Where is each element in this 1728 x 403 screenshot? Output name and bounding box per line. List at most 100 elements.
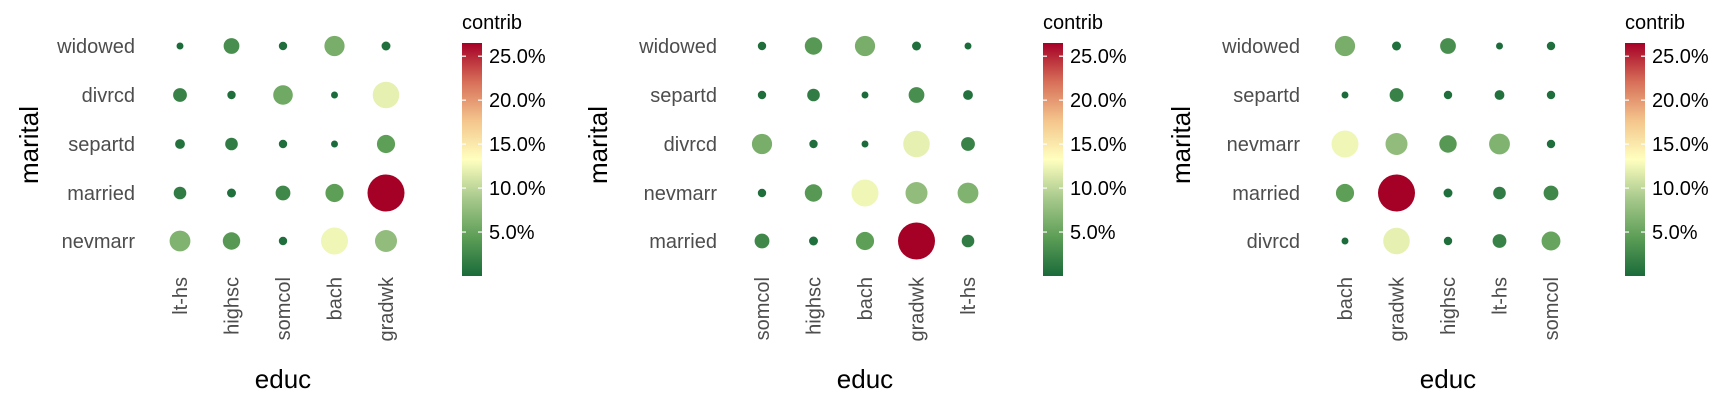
bubble-highsc-nevmarr (1439, 135, 1457, 153)
legend-title: contrib (1043, 12, 1103, 34)
legend-label: 25.0% (1070, 46, 1127, 68)
legend-colorbar (1625, 43, 1645, 276)
bubble-highsc-nevmarr (804, 184, 823, 202)
x-axis-title: educ (255, 364, 311, 394)
bubble-highsc-married (1443, 188, 1453, 198)
legend-label: 20.0% (1070, 90, 1127, 112)
bubble-somcol-married (1543, 185, 1559, 201)
x-tick-label: gradwk (1387, 276, 1409, 341)
bubble-somcol-nevmarr (757, 188, 767, 198)
legend-label: 5.0% (489, 222, 535, 244)
y-tick-label: widowed (56, 36, 135, 58)
x-tick-label: gradwk (907, 276, 929, 341)
panel-1: widowed divrcd separtd married nevmarr lt-hs h… (14, 12, 546, 394)
bubble-gradwk-divrcd (903, 130, 930, 158)
bubble-gradwk-separtd (908, 87, 925, 103)
bubble-lt-hs-divrcd (961, 137, 975, 151)
bubble-gradwk-widowed (912, 41, 921, 51)
x-tick-label: lt-hs (958, 277, 980, 315)
bubble-bach-nevmarr (1331, 130, 1359, 158)
bubble-somcol-separtd (278, 139, 288, 149)
bubble-gradwk-married (367, 174, 405, 212)
x-axis-title: educ (837, 364, 893, 394)
y-tick-label: divrcd (1247, 231, 1300, 253)
bubble-gradwk-married (1378, 174, 1415, 212)
bubble-gradwk-widowed (381, 41, 391, 51)
legend-colorbar (462, 43, 482, 276)
bubble-bach-nevmarr (851, 179, 879, 207)
bubble-gradwk-divrcd (372, 81, 400, 109)
bubble-gradwk-nevmarr (905, 181, 928, 205)
bubble-bach-divrcd (861, 140, 869, 148)
y-tick-label: nevmarr (62, 231, 136, 253)
legend-label: 15.0% (1070, 134, 1127, 156)
bubble-highsc-separtd (807, 88, 820, 102)
bubble-bach-widowed (1334, 35, 1356, 57)
legend-title: contrib (1625, 12, 1685, 34)
bubble-somcol-divrcd (1541, 231, 1561, 251)
y-axis-title: marital (1166, 106, 1196, 184)
legend-label: 15.0% (1652, 134, 1709, 156)
bubble-somcol-divrcd (751, 133, 773, 155)
bubble-somcol-nevmarr (1546, 139, 1556, 149)
legend-label: 10.0% (1652, 178, 1709, 200)
bubble-bach-divrcd (331, 91, 338, 99)
y-tick-label: nevmarr (1227, 134, 1301, 156)
bubble-highsc-married (809, 236, 818, 246)
y-tick-label: widowed (1221, 36, 1300, 58)
y-tick-label: separtd (1233, 85, 1300, 107)
x-tick-label: somcol (752, 277, 774, 340)
x-tick-label: highsc (804, 277, 826, 335)
bubble-lt-hs-married (1493, 186, 1506, 200)
x-tick-label: bach (855, 277, 877, 320)
bubble-highsc-widowed (804, 37, 823, 55)
legend-label: 15.0% (489, 134, 546, 156)
x-tick-label: bach (1335, 277, 1357, 320)
bubble-somcol-widowed (757, 41, 767, 51)
bubble-bach-separtd (861, 91, 869, 99)
color-legend: contrib 5.0% 10.0% 15.0% 20.0% 25.0% (462, 12, 546, 276)
y-axis-title: marital (583, 106, 613, 184)
y-tick-label: widowed (638, 36, 717, 58)
y-tick-label: divrcd (82, 85, 135, 107)
color-legend: contrib 5.0% 10.0% 15.0% 20.0% 25.0% (1625, 12, 1709, 276)
bubble-lt-hs-nevmarr (1489, 133, 1510, 155)
bubble-highsc-widowed (223, 38, 240, 54)
legend-title: contrib (462, 12, 522, 34)
bubble-gradwk-nevmarr (374, 229, 398, 253)
bubble-bach-separtd (331, 140, 338, 148)
y-tick-label: separtd (68, 134, 135, 156)
bubble-gradwk-divrcd (1383, 227, 1410, 255)
bubble-lt-hs-widowed (176, 42, 184, 50)
bubble-bach-married (855, 231, 875, 251)
bubble-highsc-separtd (225, 137, 238, 151)
bubble-lt-hs-widowed (964, 42, 972, 50)
bubble-highsc-widowed (1440, 38, 1456, 54)
x-tick-label: bach (325, 277, 347, 320)
y-tick-label: married (649, 231, 717, 253)
bubble-lt-hs-divrcd (1492, 234, 1507, 248)
bubble-gradwk-separtd (1389, 88, 1404, 102)
bubble-lt-hs-separtd (963, 90, 973, 100)
bubble-gradwk-widowed (1392, 41, 1401, 51)
bubble-lt-hs-divrcd (173, 88, 187, 102)
bubble-gradwk-nevmarr (1385, 132, 1408, 156)
legend-label: 25.0% (489, 46, 546, 68)
bubble-highsc-divrcd (227, 90, 236, 100)
bubble-lt-hs-nevmarr (169, 230, 191, 252)
x-axis-title: educ (1420, 364, 1476, 394)
x-tick-label: lt-hs (1490, 277, 1512, 315)
legend-label: 20.0% (489, 90, 546, 112)
y-tick-label: married (67, 183, 135, 205)
bubble-bach-widowed (324, 35, 345, 57)
bubble-somcol-separtd (757, 90, 767, 100)
y-tick-label: married (1232, 183, 1300, 205)
legend-label: 25.0% (1652, 46, 1709, 68)
bubble-somcol-widowed (1546, 41, 1556, 51)
bubble-bach-married (325, 183, 344, 203)
bubble-bach-married (1335, 183, 1355, 203)
y-tick-label: nevmarr (644, 183, 718, 205)
x-tick-label: gradwk (376, 276, 398, 341)
bubble-lt-hs-married (173, 186, 187, 200)
bubble-lt-hs-separtd (175, 139, 185, 149)
